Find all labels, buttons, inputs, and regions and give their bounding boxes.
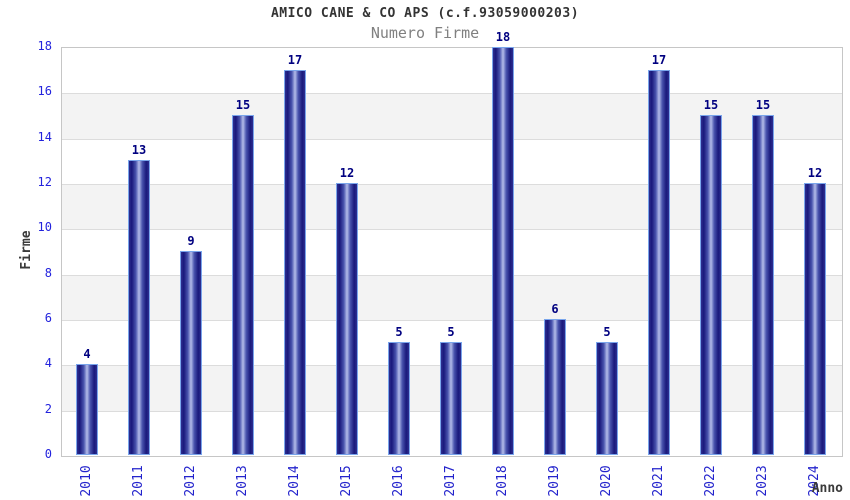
value-label: 15: [755, 98, 771, 112]
x-tick-label: 2019: [547, 465, 562, 497]
bar-2016: [388, 342, 410, 455]
bar-2013: [232, 115, 254, 455]
x-tick-label: 2018: [495, 465, 510, 497]
x-tick-label: 2020: [599, 465, 614, 497]
value-label: 9: [187, 234, 195, 248]
value-label: 5: [395, 325, 403, 339]
x-tick-label: 2015: [339, 465, 354, 497]
y-tick-label: 10: [37, 220, 52, 235]
gridline: [62, 184, 842, 185]
x-tick-label: 2023: [755, 465, 770, 497]
value-label: 12: [807, 166, 823, 180]
bar-2022: [700, 115, 722, 455]
value-label: 15: [235, 98, 251, 112]
bar-2020: [596, 342, 618, 455]
value-label: 5: [447, 325, 455, 339]
bar-2021: [648, 70, 670, 455]
value-label: 4: [83, 347, 91, 361]
chart-title: AMICO CANE & CO APS (c.f.93059000203): [270, 6, 580, 21]
bar-2010: [76, 364, 98, 455]
value-label: 5: [603, 325, 611, 339]
bar-2024: [804, 183, 826, 455]
x-axis-label: Anno: [811, 481, 843, 496]
y-tick-label: 6: [44, 311, 52, 325]
y-tick-label: 16: [37, 84, 52, 99]
x-tick-label: 2010: [79, 465, 94, 497]
x-tick-label: 2014: [287, 465, 302, 497]
bar-2014: [284, 70, 306, 455]
y-tick-label: 14: [37, 129, 52, 144]
plot-band: [62, 48, 842, 94]
x-tick-label: 2016: [391, 465, 406, 497]
gridline: [62, 93, 842, 95]
gridline: [62, 229, 842, 231]
value-label: 17: [651, 53, 667, 67]
value-label: 13: [131, 143, 147, 157]
value-label: 15: [703, 98, 719, 112]
bar-2011: [128, 160, 150, 455]
y-tick-label: 0: [44, 447, 52, 461]
y-tick-label: 8: [44, 265, 52, 280]
bar-2023: [752, 115, 774, 455]
x-tick-label: 2022: [703, 465, 718, 497]
bar-2012: [180, 251, 202, 455]
x-tick-label: 2011: [131, 465, 146, 497]
y-tick-label: 18: [37, 39, 52, 53]
bar-2017: [440, 342, 462, 455]
value-label: 18: [495, 30, 511, 44]
plot-band: [62, 274, 842, 320]
gridline: [62, 320, 842, 321]
y-tick-label: 2: [44, 401, 52, 416]
x-tick-label: 2017: [443, 465, 458, 497]
value-label: 17: [287, 53, 303, 67]
x-tick-label: 2021: [651, 465, 666, 497]
plot-band: [62, 184, 842, 230]
y-tick-label: 12: [37, 175, 52, 189]
x-tick-label: 2013: [235, 465, 250, 497]
value-label: 12: [339, 166, 355, 180]
plot-band: [62, 138, 842, 184]
bar-2015: [336, 183, 358, 455]
bar-2018: [492, 47, 514, 455]
y-tick-label: 4: [44, 356, 52, 371]
value-label: 6: [551, 302, 559, 316]
x-tick-label: 2012: [183, 465, 198, 497]
bar-2019: [544, 319, 566, 455]
chart-subtitle: Numero Firme: [370, 24, 480, 42]
gridline: [62, 274, 842, 276]
gridline: [62, 138, 842, 140]
